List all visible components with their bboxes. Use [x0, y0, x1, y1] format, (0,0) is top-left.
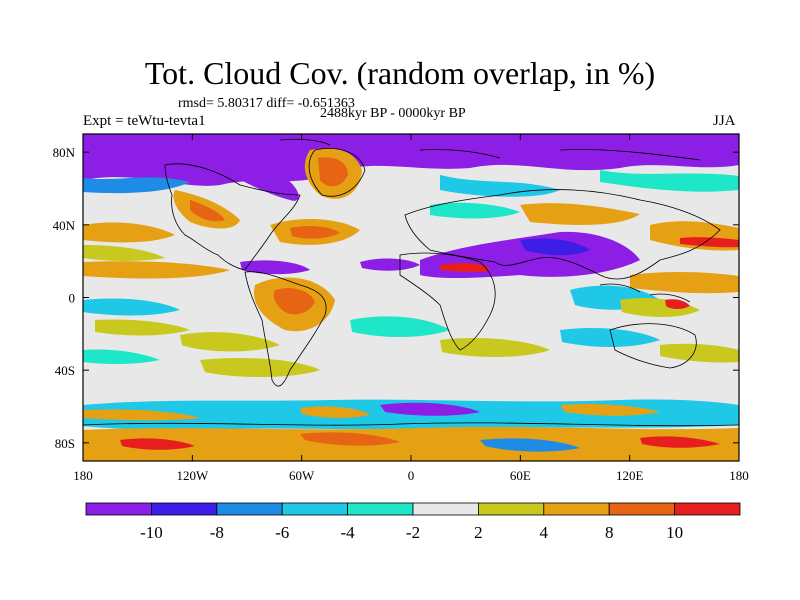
y-tick-label: 80S	[55, 436, 75, 451]
x-tick-label: 180	[73, 468, 93, 483]
x-tick-label: 120E	[616, 468, 644, 483]
colorbar-swatch	[150, 502, 218, 516]
colorbar-swatch	[281, 502, 349, 516]
coastlines	[83, 138, 739, 427]
stats-label: rmsd= 5.80317 diff= -0.651363	[178, 96, 355, 111]
colorbar-label: -10	[140, 523, 163, 542]
colorbar-swatch	[412, 502, 479, 516]
colorbar-swatch	[216, 502, 283, 516]
map-field	[83, 134, 739, 461]
y-tick-label: 80N	[53, 145, 76, 160]
x-tick-label: 0	[408, 468, 415, 483]
y-tick-label: 40N	[53, 218, 76, 233]
colorbar-label: -8	[210, 523, 224, 542]
colorbar-label: -2	[406, 523, 420, 542]
colorbar-label: -4	[341, 523, 356, 542]
x-axis: 180 120W 60W 0 60E 120E 180	[73, 134, 749, 483]
x-tick-label: 60W	[289, 468, 315, 483]
y-tick-label: 40S	[55, 363, 75, 378]
plot-title: Tot. Cloud Cov. (random overlap, in %)	[144, 55, 656, 91]
colorbar: -10 -8 -6 -4 -2 2 4 8 10	[85, 502, 741, 542]
colorbar-swatch	[85, 502, 152, 516]
colorbar-swatch	[674, 502, 741, 516]
colorbar-swatch	[477, 502, 545, 516]
colorbar-swatch	[543, 502, 610, 516]
colorbar-swatch	[347, 502, 414, 516]
colorbar-label: 4	[540, 523, 549, 542]
season-label: JJA	[713, 113, 736, 129]
y-tick-label: 0	[69, 291, 76, 306]
colorbar-label: -6	[275, 523, 289, 542]
x-tick-label: 120W	[176, 468, 209, 483]
experiment-label: Expt = teWtu-tevta1	[83, 113, 206, 129]
period-label: 2488kyr BP - 0000kyr BP	[320, 106, 466, 121]
colorbar-swatch	[608, 502, 676, 516]
colorbar-label: 10	[666, 523, 683, 542]
y-axis: 80N 40N 0 40S 80S	[53, 145, 739, 451]
colorbar-label: 2	[474, 523, 483, 542]
colorbar-label: 8	[605, 523, 614, 542]
x-tick-label: 180	[729, 468, 749, 483]
x-tick-label: 60E	[510, 468, 531, 483]
